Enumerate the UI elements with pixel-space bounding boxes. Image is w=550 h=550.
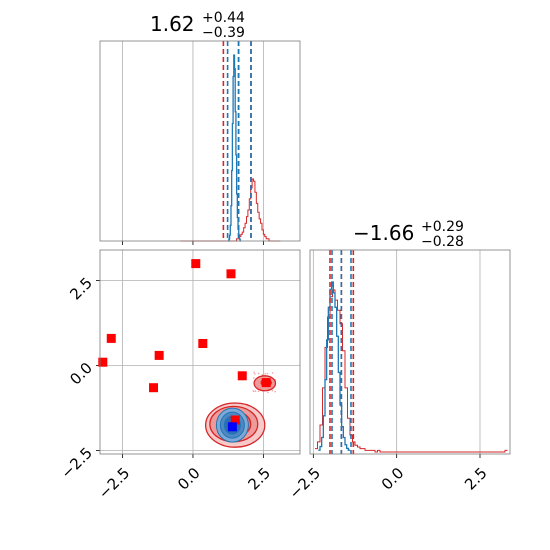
prior-sample-dot	[274, 390, 276, 393]
title-0-median: 1.62	[150, 12, 195, 36]
y-tick-label-param-1: 0.0	[66, 359, 96, 389]
prior-histogram	[315, 289, 508, 453]
prior-sample-dot	[254, 373, 256, 375]
title-1-median: −1.66	[353, 221, 414, 245]
red-marker	[154, 350, 164, 360]
prior-sample-dot	[252, 377, 255, 379]
title-0-plus: +0.44	[202, 10, 245, 26]
panel-frame	[309, 249, 511, 455]
panel-frame	[99, 249, 301, 455]
scatter-panel-2d	[96, 249, 301, 458]
histogram-panel-param-1	[309, 249, 511, 458]
prior-sample-dot	[257, 390, 260, 393]
prior-sample-dot	[266, 372, 269, 375]
histogram-panel-param-0	[99, 40, 301, 245]
x-tick-label-param-0: −2.5	[95, 464, 133, 502]
title-1-minus: −0.28	[421, 234, 464, 250]
title-param-1: −1.66 +0.29 −0.28	[353, 219, 464, 250]
red-marker	[106, 333, 116, 343]
x-tick-label-param-1: 0.0	[378, 464, 408, 494]
x-tick-label-param-0: 0.0	[174, 464, 204, 494]
prior-sample-dot	[271, 372, 274, 374]
prior-sample-dot	[253, 371, 255, 374]
y-tick-label-param-1: −2.5	[58, 444, 96, 482]
red-marker	[230, 415, 240, 425]
prior-sample-dot	[254, 390, 257, 392]
posterior-histogram	[228, 54, 241, 242]
prior-sample-dot	[261, 373, 264, 376]
title-param-0: 1.62 +0.44 −0.39	[150, 10, 245, 41]
title-0-minus: −0.39	[202, 25, 245, 41]
title-1-plus: +0.29	[421, 219, 464, 235]
prior-sample-dot	[271, 389, 274, 392]
prior-sample-dot	[264, 373, 266, 375]
x-tick-label-param-1: −2.5	[286, 464, 324, 502]
prior-sample-dot	[252, 390, 255, 392]
x-tick-label-param-1: 2.5	[461, 464, 491, 494]
red-marker	[191, 259, 201, 269]
red-marker	[198, 339, 208, 348]
red-marker	[261, 378, 271, 388]
red-marker	[237, 371, 247, 381]
red-marker	[149, 383, 159, 393]
prior-sample-dot	[257, 372, 260, 375]
red-marker	[226, 269, 236, 279]
posterior-histogram	[318, 281, 350, 451]
red-marker	[98, 357, 108, 367]
y-tick-label-param-1: 2.5	[66, 274, 96, 304]
prior-sample-dot	[267, 391, 269, 394]
x-tick-label-param-0: 2.5	[245, 464, 275, 494]
blue-marker	[227, 422, 237, 432]
panel-frame	[99, 40, 301, 242]
